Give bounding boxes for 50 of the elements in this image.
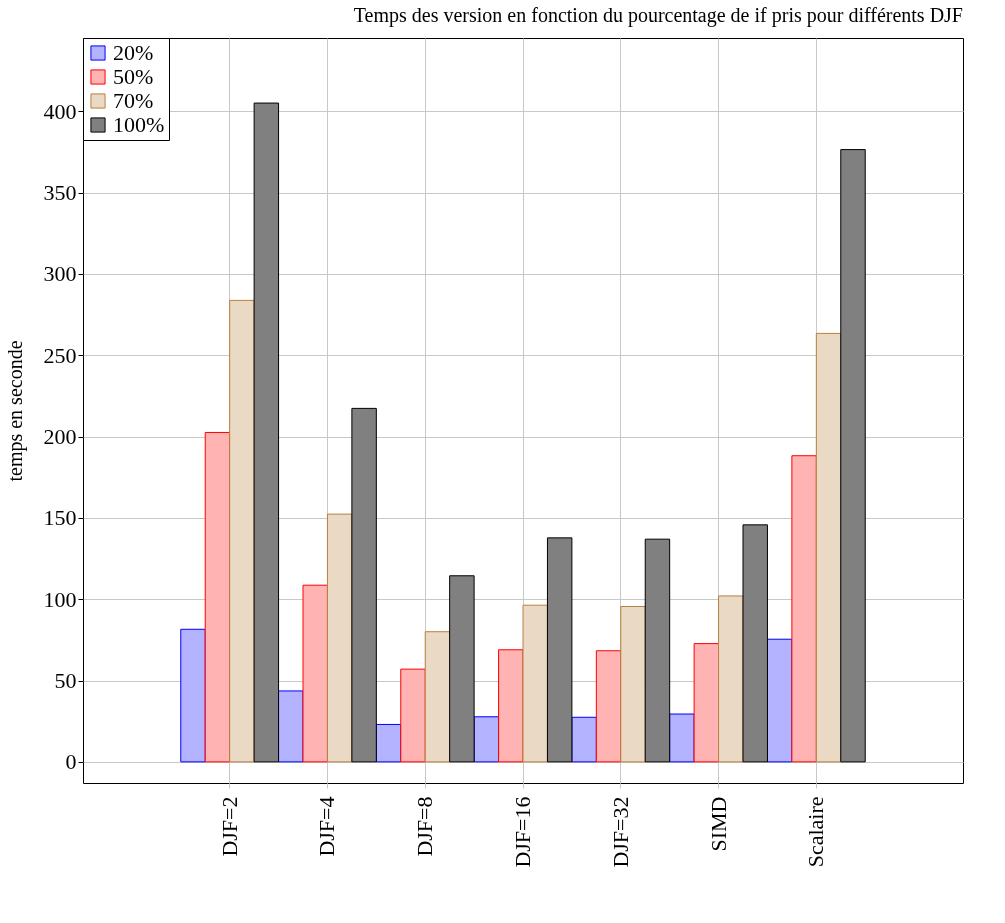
bar bbox=[498, 649, 524, 763]
bar bbox=[766, 638, 793, 763]
bar bbox=[400, 668, 426, 763]
x-tick-label: SIMD bbox=[705, 796, 731, 852]
bar bbox=[522, 604, 548, 763]
bar bbox=[473, 716, 500, 763]
x-tick-label: DJF=2 bbox=[216, 796, 242, 857]
x-tick-label: DJF=8 bbox=[412, 796, 438, 857]
y-tick-label: 400 bbox=[43, 98, 77, 124]
bar bbox=[546, 537, 573, 763]
bar bbox=[571, 716, 597, 763]
bar bbox=[620, 606, 646, 763]
bar bbox=[229, 299, 255, 763]
bar bbox=[644, 538, 671, 763]
bar bbox=[204, 431, 231, 763]
y-tick-label: 300 bbox=[43, 261, 77, 287]
bar bbox=[351, 407, 377, 763]
bar bbox=[693, 643, 720, 763]
bar bbox=[595, 650, 622, 763]
y-axis-title: temps en seconde bbox=[3, 340, 27, 482]
legend-label: 50% bbox=[113, 64, 154, 89]
y-tick-label: 50 bbox=[54, 668, 77, 694]
legend-label: 100% bbox=[113, 112, 165, 137]
bar bbox=[278, 690, 304, 763]
y-tick-label: 0 bbox=[65, 749, 77, 775]
y-tick-label: 150 bbox=[43, 505, 77, 531]
bar bbox=[424, 631, 451, 763]
bar bbox=[669, 713, 695, 763]
y-tick-label: 200 bbox=[43, 424, 77, 450]
x-tick-label: DJF=32 bbox=[607, 796, 633, 868]
y-tick-label: 250 bbox=[43, 342, 77, 368]
x-tick-label: DJF=16 bbox=[510, 796, 535, 868]
bar bbox=[375, 723, 402, 763]
bar bbox=[718, 595, 744, 763]
bar bbox=[326, 513, 353, 763]
bar bbox=[815, 332, 842, 763]
bar bbox=[791, 455, 817, 763]
bar bbox=[253, 102, 280, 763]
bar bbox=[302, 584, 328, 763]
y-tick-label: 350 bbox=[43, 180, 77, 206]
bar bbox=[180, 628, 206, 763]
legend-label: 20% bbox=[113, 40, 154, 65]
bar bbox=[449, 575, 475, 763]
y-tick-label: 100 bbox=[43, 586, 77, 612]
bar bbox=[840, 149, 866, 763]
bar bbox=[742, 524, 768, 763]
chart-title: Temps des version en fonction du pourcentage de if pris pour différents DJF bbox=[353, 3, 963, 27]
x-tick-label: Scalaire bbox=[803, 796, 829, 868]
x-tick-label: DJF=4 bbox=[314, 796, 340, 857]
legend-label: 70% bbox=[113, 88, 154, 113]
